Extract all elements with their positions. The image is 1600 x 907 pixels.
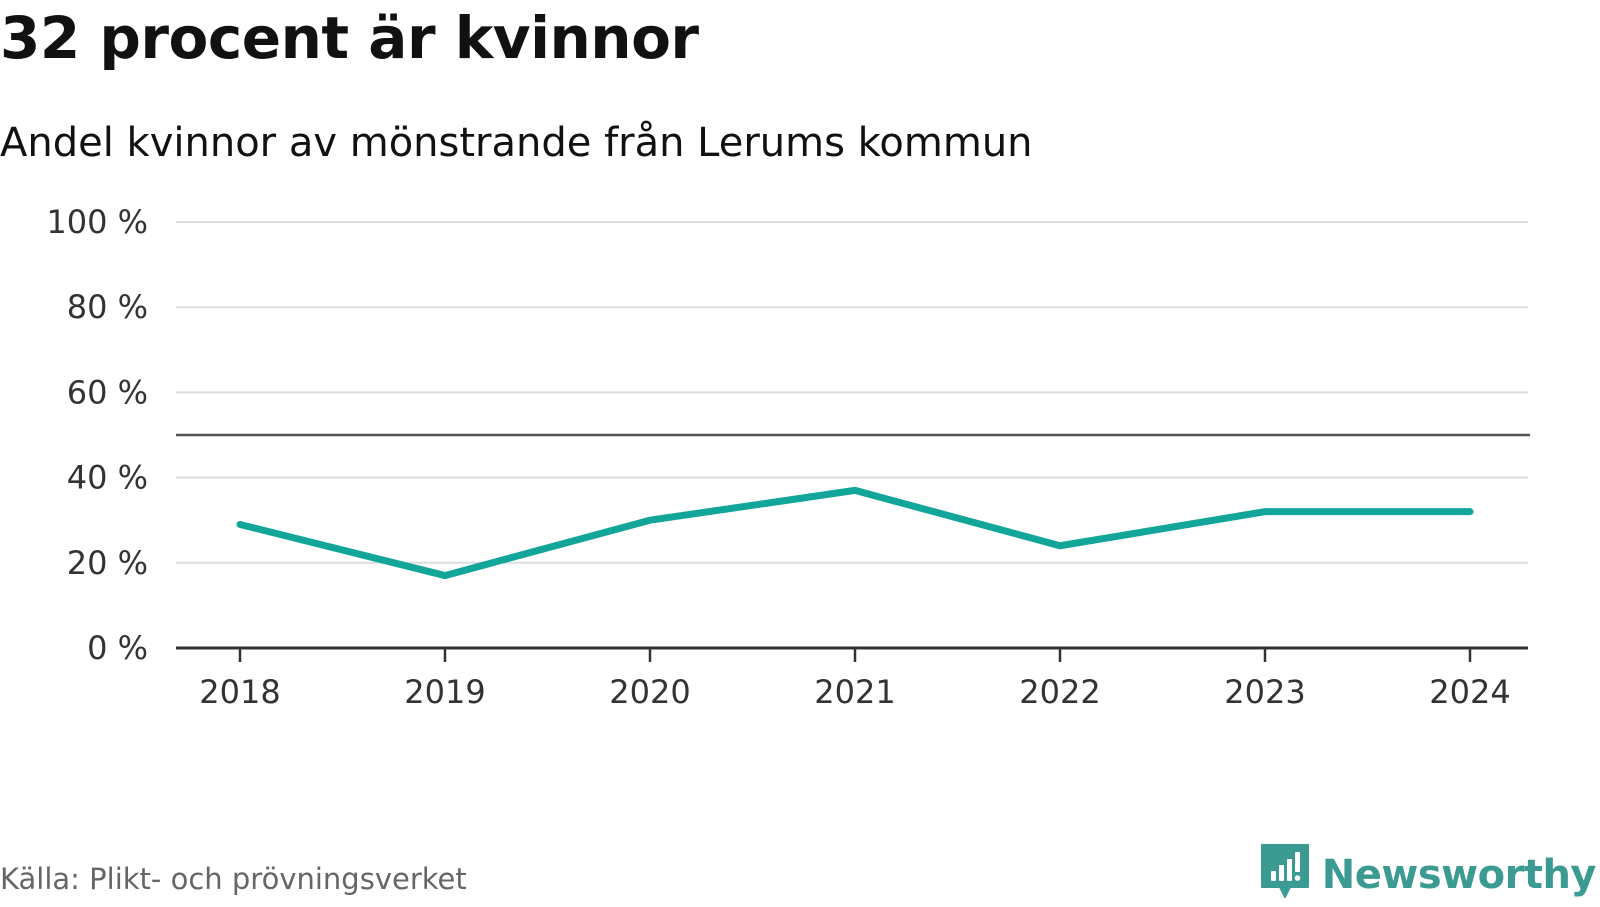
data-point-2019 (441, 572, 449, 580)
y-tick-label-100: 100 % (46, 203, 148, 241)
y-tick-label-60: 60 % (67, 373, 148, 411)
y-tick-label-20: 20 % (67, 544, 148, 582)
x-tick-label-2023: 2023 (1224, 673, 1305, 711)
data-point-2022 (1056, 542, 1064, 550)
series-layer (236, 486, 1474, 580)
data-point-2020 (646, 516, 654, 524)
x-tick-label-2020: 2020 (609, 673, 690, 711)
newsworthy-logo-icon (1260, 843, 1310, 907)
source-note: Källa: Plikt- och prövningsverket (0, 862, 467, 896)
x-tick-label-2022: 2022 (1019, 673, 1100, 711)
y-tick-label-0: 0 % (87, 629, 148, 667)
x-tick-label-2021: 2021 (814, 673, 895, 711)
data-point-2024 (1466, 508, 1474, 516)
x-axis-tick-labels: 2018 2019 2020 2021 2022 2023 2024 (199, 673, 1510, 711)
data-point-2018 (236, 520, 244, 528)
x-tick-label-2019: 2019 (404, 673, 485, 711)
chart-title: 32 procent är kvinnor (0, 4, 699, 72)
y-axis-tick-labels: 0 % 20 % 40 % 60 % 80 % 100 % (46, 203, 148, 667)
x-tick-label-2018: 2018 (199, 673, 280, 711)
y-tick-label-40: 40 % (67, 459, 148, 497)
chart-subtitle: Andel kvinnor av mönstrande från Lerums … (0, 120, 1033, 166)
brand-name: Newsworthy (1321, 852, 1597, 898)
brand-logo[interactable]: Newsworthy (1260, 843, 1597, 907)
x-tick-label-2024: 2024 (1429, 673, 1510, 711)
y-tick-label-80: 80 % (67, 288, 148, 326)
data-point-2021 (851, 486, 859, 494)
data-point-2023 (1261, 508, 1269, 516)
x-axis (176, 646, 1528, 662)
